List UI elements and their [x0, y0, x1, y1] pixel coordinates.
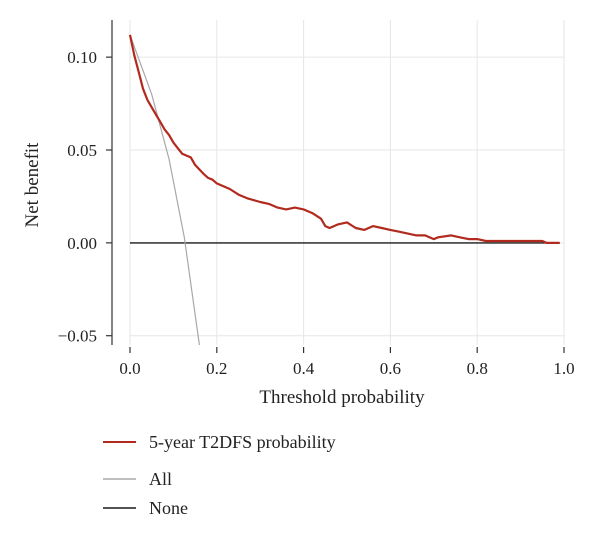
- x-tick-label: 0.4: [293, 359, 315, 378]
- x-tick-label: 0.8: [467, 359, 488, 378]
- y-tick-labels: −0.05 0.00 0.05 0.10: [58, 48, 112, 346]
- legend: 5-year T2DFS probability All None: [103, 432, 336, 518]
- x-tick-label: 0.2: [206, 359, 227, 378]
- grid-lines: [129, 20, 565, 345]
- y-tick-label: 0.10: [67, 48, 97, 67]
- legend-label-none: None: [149, 498, 188, 518]
- legend-label-5-year-t2dfs-probability: 5-year T2DFS probability: [149, 432, 336, 452]
- y-tick-label: 0.05: [67, 141, 97, 160]
- series-layer: [128, 34, 560, 345]
- x-tick-label: 0.0: [119, 359, 140, 378]
- y-tick-label: 0.00: [67, 234, 97, 253]
- y-axis-title: Net benefit: [22, 142, 43, 228]
- y-tick-label: −0.05: [58, 327, 97, 346]
- x-tick-labels: 0.0 0.2 0.4 0.6 0.8 1.0: [119, 347, 575, 378]
- x-axis-title: Threshold probability: [259, 387, 425, 408]
- legend-label-all: All: [149, 469, 172, 489]
- x-tick-label: 1.0: [553, 359, 574, 378]
- series-line-5-year-t2dfs-probability: [128, 34, 560, 244]
- series-line-all: [129, 34, 200, 345]
- x-tick-label: 0.6: [380, 359, 401, 378]
